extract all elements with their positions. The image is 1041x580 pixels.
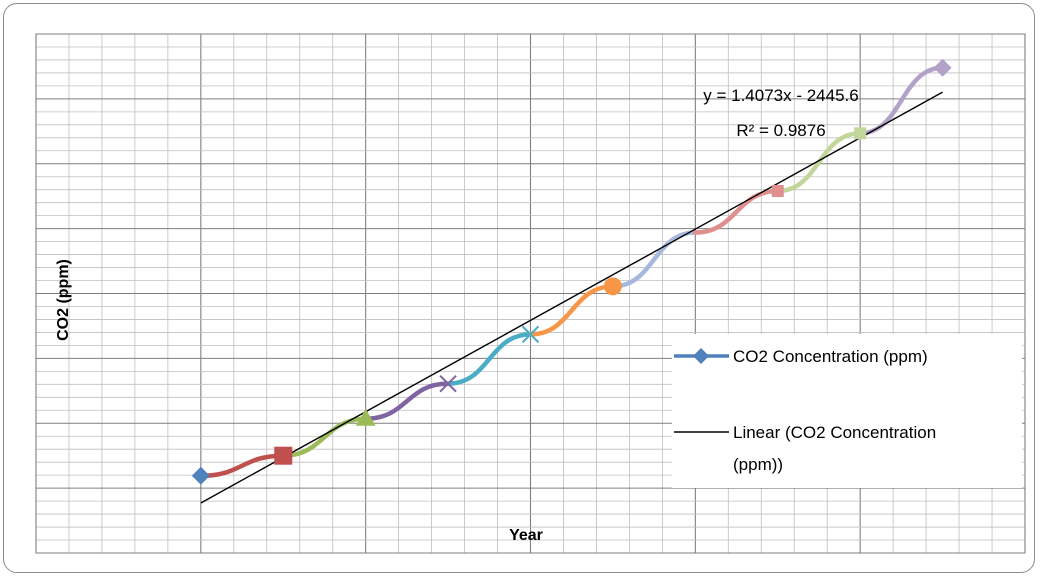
plot-area-border bbox=[35, 33, 1026, 554]
legend-diamond-icon bbox=[693, 348, 709, 364]
legend-background bbox=[672, 334, 1022, 488]
series-segment bbox=[198, 453, 286, 479]
data-point-marker bbox=[854, 127, 867, 140]
data-point-marker bbox=[933, 58, 952, 77]
data-point-marker bbox=[274, 446, 293, 465]
y-axis-label: CO2 (ppm) bbox=[55, 259, 72, 341]
trendline bbox=[200, 91, 943, 504]
series-segment bbox=[693, 188, 780, 235]
series-segment bbox=[610, 230, 698, 289]
legend: CO2 Concentration (ppm) Linear (CO2 Conc… bbox=[672, 334, 1022, 488]
co2-chart: y = 1.4073x - 2445.6 R² = 0.9876 CO2 (pp… bbox=[35, 33, 1026, 554]
data-point-marker bbox=[521, 325, 540, 344]
series-markers bbox=[191, 58, 952, 485]
legend-label-trendline: Linear (CO2 Concentration bbox=[733, 423, 936, 442]
data-point-marker bbox=[771, 184, 784, 197]
series-segments bbox=[198, 65, 945, 479]
r-squared-label: R² = 0.9876 bbox=[736, 121, 825, 140]
series-segment bbox=[363, 381, 451, 421]
data-point-marker bbox=[191, 466, 210, 485]
data-point-marker bbox=[355, 408, 376, 426]
series-segment bbox=[281, 416, 368, 458]
series-segment bbox=[445, 332, 533, 386]
x-axis-label: Year bbox=[509, 527, 543, 544]
legend-label-series: CO2 Concentration (ppm) bbox=[733, 347, 928, 366]
data-point-marker bbox=[603, 277, 622, 296]
series-segment bbox=[857, 65, 945, 136]
legend-label-trendline-cont: (ppm)) bbox=[733, 455, 783, 474]
trendline-equation: y = 1.4073x - 2445.6 bbox=[703, 86, 858, 105]
chart-frame: y = 1.4073x - 2445.6 R² = 0.9876 CO2 (pp… bbox=[3, 3, 1035, 573]
series-segment bbox=[775, 131, 863, 194]
data-point-marker bbox=[439, 374, 457, 393]
series-segment bbox=[528, 284, 616, 337]
